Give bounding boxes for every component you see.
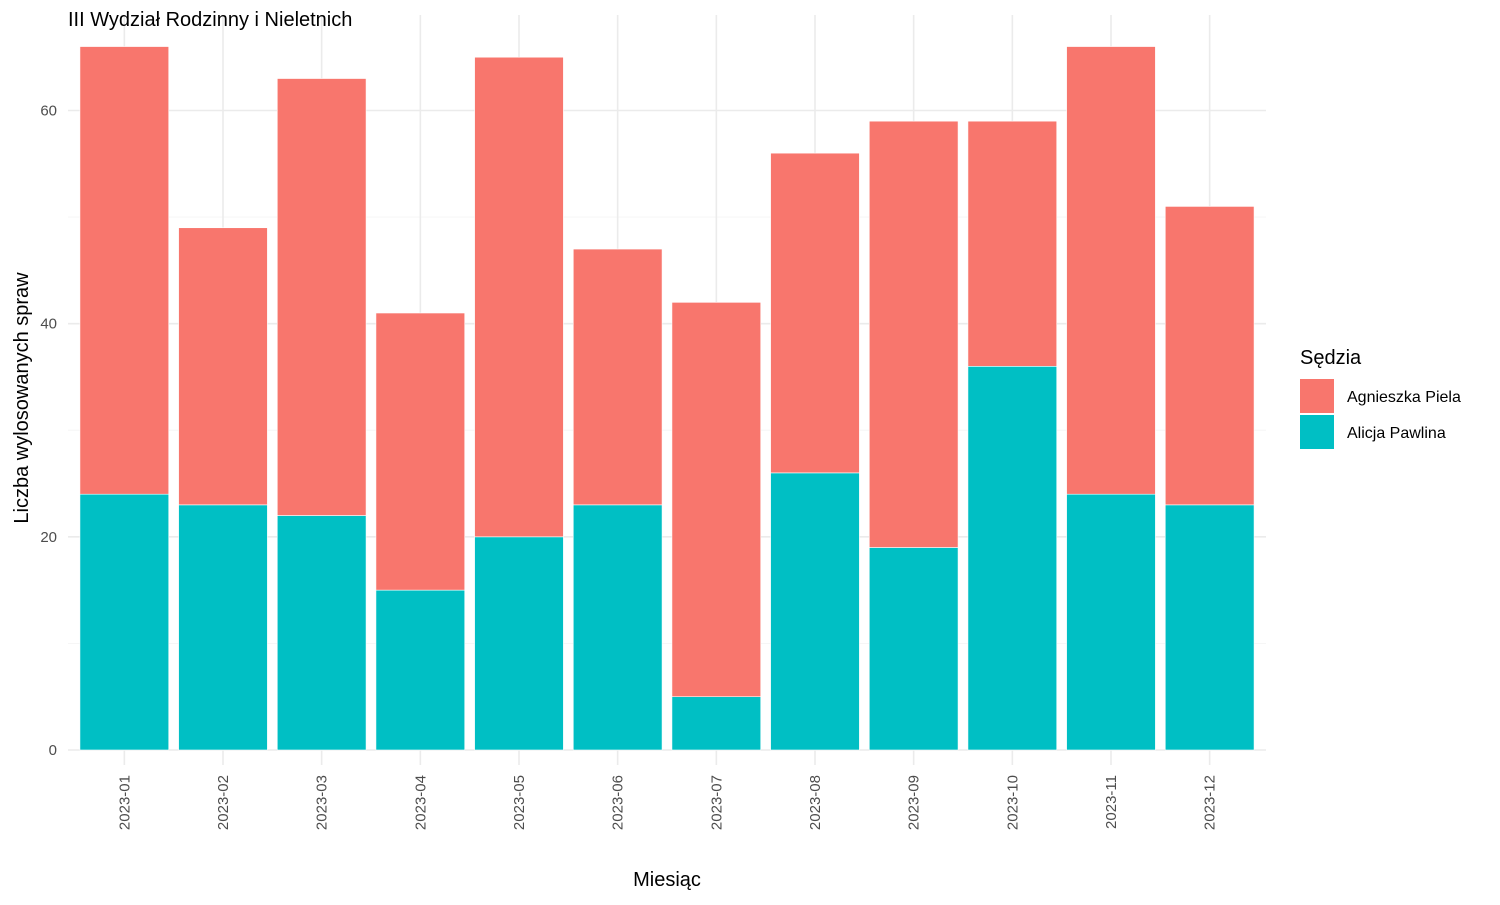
x-tick-label: 2023-05: [511, 775, 528, 830]
bar-agnieszka-piela-2023-12: [1164, 206, 1255, 506]
x-tick-label: 2023-07: [708, 775, 725, 830]
x-tick-label: 2023-06: [610, 775, 627, 830]
y-tick-label: 20: [40, 529, 57, 546]
legend-label-agnieszka-piela: Agnieszka Piela: [1347, 389, 1461, 406]
bar-agnieszka-piela-2023-11: [1066, 46, 1156, 495]
bar-agnieszka-piela-2023-01: [79, 46, 170, 495]
bar-agnieszka-piela-2023-03: [276, 78, 367, 516]
x-tick-label: 2023-01: [116, 775, 133, 830]
bar-agnieszka-piela-2023-02: [178, 227, 268, 506]
y-tick-label: 60: [40, 103, 57, 120]
bar-agnieszka-piela-2023-04: [375, 312, 466, 591]
bars: [79, 46, 1255, 751]
legend-label-alicja-pawlina: Alicja Pawlina: [1347, 425, 1446, 442]
bar-alicja-pawlina-2023-09: [868, 547, 959, 751]
bar-alicja-pawlina-2023-10: [967, 365, 1058, 751]
bar-agnieszka-piela-2023-10: [967, 120, 1058, 367]
x-axis-ticks: 2023-01 2023-02 2023-03 2023-04 2023-05 2023-…: [116, 775, 1218, 830]
bar-alicja-pawlina-2023-06: [572, 504, 663, 751]
bar-alicja-pawlina-2023-03: [276, 515, 367, 751]
bar-alicja-pawlina-2023-12: [1164, 504, 1255, 751]
y-tick-label: 0: [49, 742, 57, 759]
x-axis-title: Miesiąc: [633, 869, 701, 891]
legend-title: Sędzia: [1300, 347, 1362, 369]
bar-alicja-pawlina-2023-08: [770, 472, 860, 751]
x-tick-label: 2023-12: [1202, 775, 1219, 830]
x-tick-label: 2023-03: [314, 775, 331, 830]
x-tick-label: 2023-02: [215, 775, 232, 830]
legend-swatch-agnieszka-piela: [1300, 379, 1334, 413]
x-tick-label: 2023-09: [906, 775, 923, 830]
y-tick-label: 40: [40, 316, 57, 333]
x-tick-label: 2023-08: [807, 775, 824, 830]
x-tick-label: 2023-10: [1004, 775, 1021, 830]
x-tick-label: 2023-04: [412, 775, 429, 830]
bar-alicja-pawlina-2023-02: [178, 504, 268, 751]
x-tick-label: 2023-11: [1103, 775, 1120, 829]
legend: Sędzia Agnieszka Piela Alicja Pawlina: [1300, 347, 1461, 449]
bar-agnieszka-piela-2023-08: [770, 152, 860, 474]
bar-alicja-pawlina-2023-04: [375, 589, 466, 751]
y-axis-ticks: 0 20 40 60: [40, 103, 57, 760]
y-axis-title: Liczba wylosowanych spraw: [11, 272, 33, 524]
bar-alicja-pawlina-2023-11: [1066, 493, 1156, 751]
chart-title: III Wydział Rodzinny i Nieletnich: [68, 9, 352, 31]
bar-agnieszka-piela-2023-05: [474, 56, 564, 538]
bar-alicja-pawlina-2023-01: [79, 493, 170, 751]
bar-agnieszka-piela-2023-07: [671, 302, 762, 698]
bar-agnieszka-piela-2023-09: [868, 120, 959, 548]
bar-agnieszka-piela-2023-06: [572, 248, 663, 506]
legend-swatch-alicja-pawlina: [1300, 415, 1334, 449]
bar-alicja-pawlina-2023-07: [671, 696, 762, 751]
bar-alicja-pawlina-2023-05: [474, 536, 564, 751]
